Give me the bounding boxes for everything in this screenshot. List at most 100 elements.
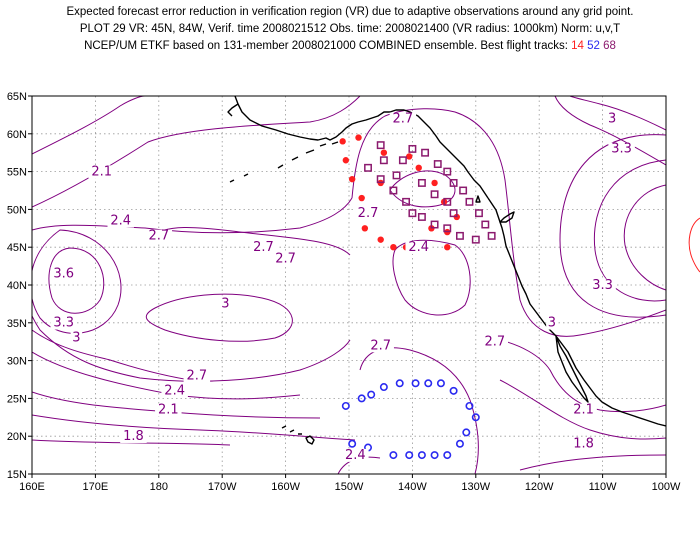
- contour-label-bg: [589, 278, 616, 292]
- track-52-point: [465, 401, 474, 410]
- track-52-point: [424, 379, 433, 388]
- baja-california: [555, 335, 589, 403]
- track-68-point: [417, 178, 426, 187]
- track-68-point: [449, 209, 458, 218]
- y-tick-label: 35N: [7, 318, 27, 330]
- x-tick-label: 100W: [652, 481, 681, 493]
- contour-label-bg: [70, 331, 83, 345]
- track-14-point: [431, 179, 438, 187]
- contour-label: 3.6: [53, 266, 74, 281]
- track-52-point: [367, 390, 376, 399]
- contour-label-bg: [155, 403, 182, 417]
- x-tick-label: 150W: [335, 481, 364, 493]
- track-68-point: [376, 141, 385, 150]
- contour-line: [623, 184, 666, 291]
- contour-label-bg: [120, 429, 147, 443]
- track-68-point: [443, 224, 452, 233]
- y-tick-label: 45N: [7, 242, 27, 254]
- contour-line: [351, 108, 666, 337]
- contour-label: 2.7: [275, 251, 296, 266]
- track-52-point: [395, 379, 404, 388]
- contour-label: 3: [72, 331, 80, 346]
- track-52-point: [443, 451, 452, 460]
- alaska-coast: [234, 96, 489, 199]
- contour-label-bg: [219, 297, 232, 311]
- contour-line: [559, 134, 666, 318]
- contour-line: [32, 329, 206, 383]
- track-52-point: [341, 401, 350, 410]
- track-52-point: [449, 386, 458, 395]
- hawaii-islands: [281, 425, 315, 445]
- contour-label-bg: [183, 369, 211, 383]
- contour-label-bg: [250, 240, 277, 254]
- track-68-point: [487, 231, 496, 240]
- contour-line: [32, 229, 122, 334]
- track-52-point: [357, 394, 366, 403]
- track-14-point: [415, 164, 422, 172]
- track-14-label: 14: [571, 40, 584, 52]
- contour-label: 2.7: [148, 229, 169, 244]
- track-52-label: 52: [587, 40, 600, 52]
- track-52-point: [389, 451, 398, 460]
- contour-label-bg: [405, 240, 432, 254]
- x-tick-label: 120W: [525, 481, 554, 493]
- contour-label: 1.8: [573, 437, 594, 452]
- track-68-point: [459, 186, 468, 195]
- contour-label: 3: [221, 297, 229, 312]
- x-tick-label: 160W: [271, 481, 300, 493]
- contour-line: [32, 235, 351, 382]
- contour-labels: 2.7 33.32.12.42.72.72.7 2.42.73.63.333.3 33…: [50, 111, 635, 463]
- contour-label-bg: [145, 229, 173, 243]
- verification-region-circle: [688, 217, 700, 273]
- contour-label-bg: [354, 206, 382, 220]
- contour-label-bg: [570, 403, 597, 417]
- track-68-point: [433, 160, 442, 168]
- track-52-point: [471, 413, 480, 422]
- track-14-point: [406, 153, 413, 160]
- track-14-point: [390, 244, 397, 251]
- track-68-point: [408, 209, 417, 218]
- contour-label: 2.7: [370, 338, 391, 353]
- contour-line: [499, 339, 666, 413]
- track-52-point: [430, 451, 439, 460]
- contour-label-bg: [342, 448, 369, 462]
- track-52-point: [348, 439, 357, 448]
- track-68-point: [443, 167, 452, 176]
- track-68-label: 68: [603, 40, 616, 52]
- y-tick-label: 50N: [7, 204, 27, 216]
- contour-label-bg: [88, 165, 115, 179]
- contour-label: 2.4: [164, 384, 185, 399]
- track-68-point: [398, 156, 407, 165]
- contour-line: [32, 96, 146, 155]
- y-tick-label: 25N: [7, 393, 27, 405]
- contour-label: 2.7: [484, 334, 505, 349]
- contour-line: [569, 96, 666, 131]
- track-52-point: [436, 379, 445, 388]
- track-68-point: [364, 163, 372, 172]
- x-tick-label: 160E: [19, 481, 45, 493]
- track-14-point: [444, 244, 451, 251]
- track-68-point: [379, 156, 388, 165]
- x-tick-label: 110W: [589, 481, 618, 493]
- contour-label: 3: [548, 316, 556, 331]
- track-68-point: [475, 209, 483, 218]
- aleutian-islands: [229, 141, 339, 183]
- track-14-point: [348, 175, 356, 183]
- track-68-point: [481, 220, 490, 229]
- contour-label-bg: [389, 112, 417, 126]
- y-tick-label: 65N: [7, 91, 27, 103]
- contour-label: 1.8: [123, 429, 144, 444]
- contour-label-bg: [570, 437, 597, 451]
- x-tick-label: 170E: [83, 481, 109, 493]
- title-line-2: PLOT 29 VR: 45N, 84W, Verif. time 200802…: [79, 23, 621, 35]
- title-line-3: NCEP/UM ETKF based on 131-member 2008021…: [0, 38, 700, 55]
- contour-line: [499, 379, 666, 440]
- track-52-point: [379, 383, 388, 392]
- haida-gwaii: [475, 195, 481, 203]
- lat-lon-grid: [32, 96, 666, 474]
- contour-label: 2.7: [186, 369, 207, 384]
- track-68-point: [430, 220, 439, 229]
- x-tick-label: 180: [150, 481, 168, 493]
- contour-line: [392, 239, 471, 316]
- contour-label: 2.7: [253, 240, 274, 255]
